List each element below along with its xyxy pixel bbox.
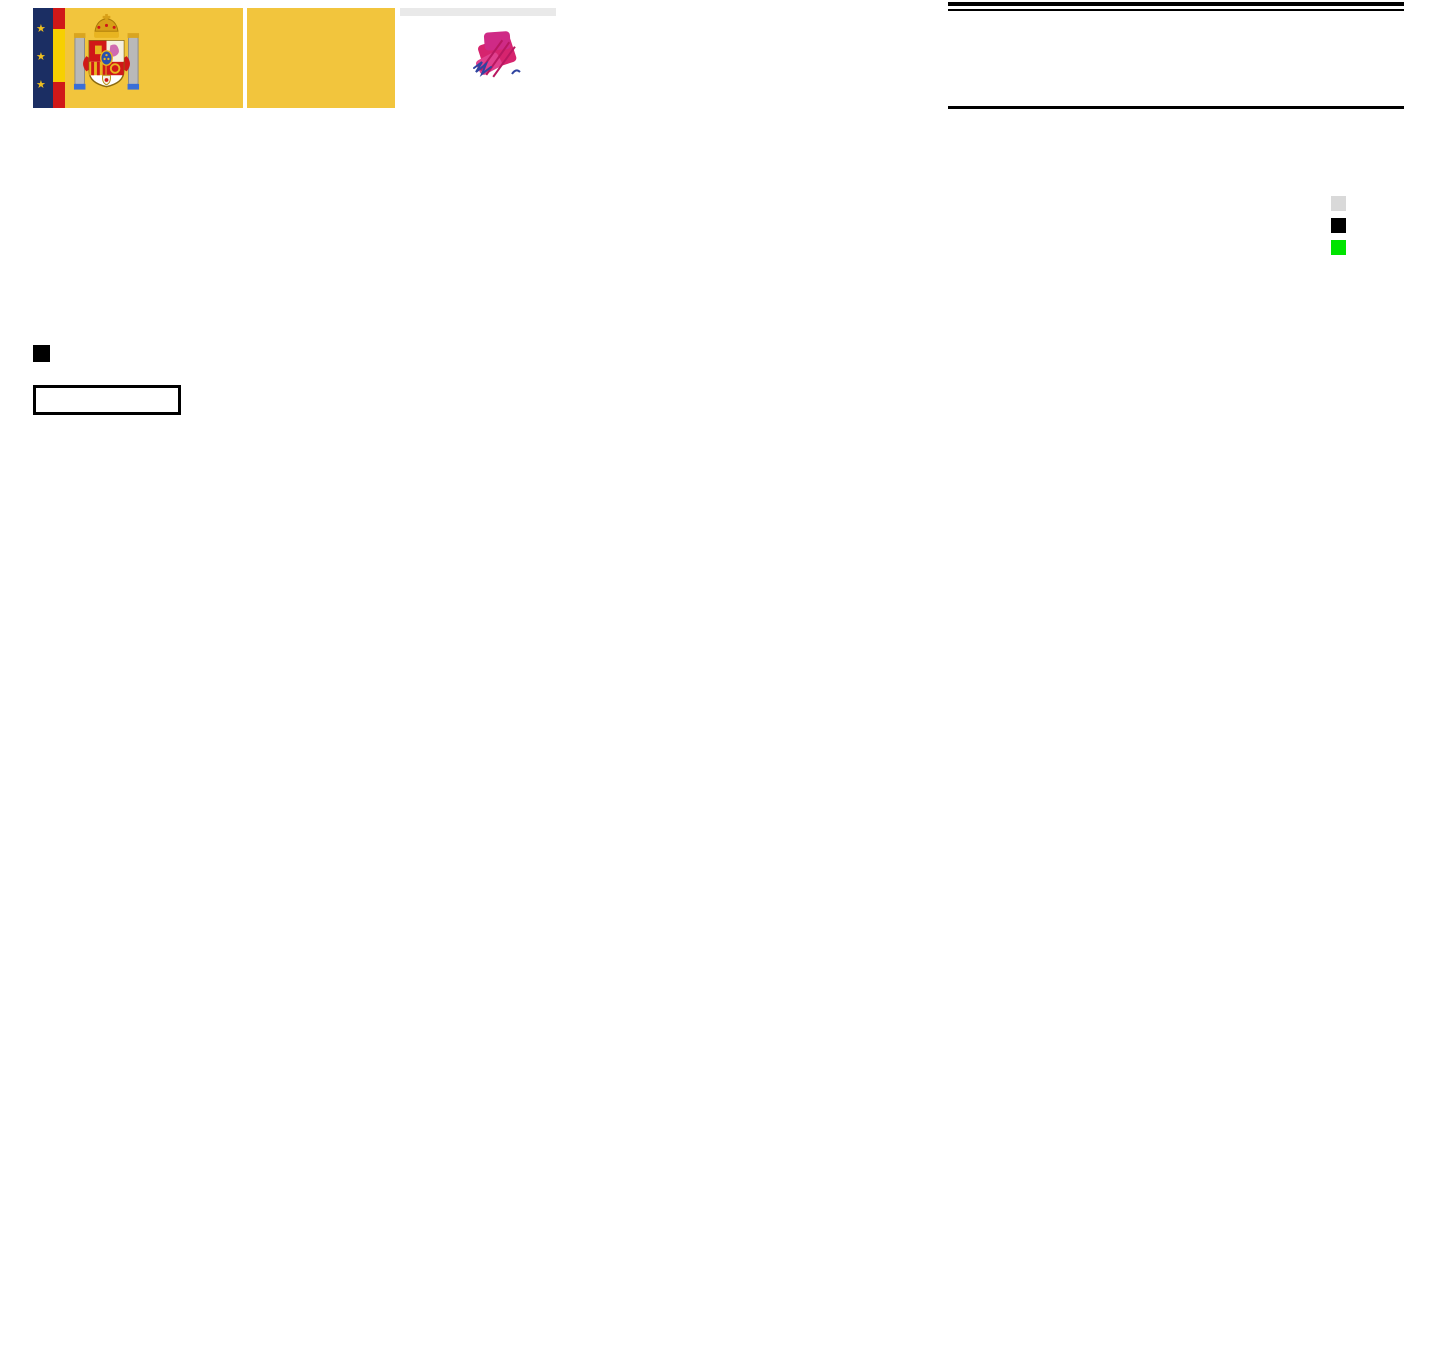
elevation-azimut-chart bbox=[64, 972, 700, 1294]
spain-flag-strip bbox=[53, 8, 65, 108]
azimut-time-chart bbox=[737, 582, 1363, 900]
gray-strip bbox=[400, 8, 556, 16]
star-icon: ★ bbox=[36, 23, 46, 35]
ministerio-block bbox=[247, 8, 395, 108]
cnig-logo bbox=[473, 31, 521, 78]
solo-l1-swatch bbox=[33, 345, 50, 362]
eu-flag-strip: ★ ★ ★ bbox=[33, 8, 53, 108]
star-icon: ★ bbox=[36, 51, 46, 63]
flag-red-top bbox=[53, 8, 65, 29]
gobierno-block bbox=[65, 8, 243, 108]
skyplot bbox=[150, 453, 610, 913]
elevation-time-chart bbox=[733, 972, 1363, 1294]
ign-block bbox=[400, 8, 556, 108]
government-banner: ★ ★ ★ bbox=[33, 8, 556, 108]
sat-chart-legend bbox=[1331, 192, 1353, 258]
flag-red-bottom bbox=[53, 82, 65, 108]
header-rule-top bbox=[948, 2, 1404, 6]
captados-l1l2-swatch bbox=[1331, 239, 1346, 255]
legend-row bbox=[1331, 236, 1353, 258]
spain-coat-of-arms bbox=[73, 13, 140, 90]
header-rule-top2 bbox=[948, 9, 1404, 11]
captados-l1-swatch bbox=[1331, 217, 1346, 233]
satellite-count-chart bbox=[737, 187, 1363, 505]
flag-yellow bbox=[53, 29, 65, 82]
predichos-swatch bbox=[1331, 195, 1346, 211]
snr-colorbar bbox=[33, 385, 181, 415]
header-rule-bottom bbox=[948, 106, 1404, 109]
star-icon: ★ bbox=[36, 79, 46, 91]
legend-row bbox=[1331, 214, 1353, 236]
legend-row bbox=[1331, 192, 1353, 214]
